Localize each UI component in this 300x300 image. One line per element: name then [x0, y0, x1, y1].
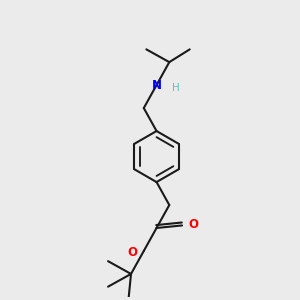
Text: O: O — [127, 246, 137, 259]
Text: O: O — [188, 218, 199, 231]
Text: N: N — [152, 79, 161, 92]
Text: H: H — [172, 82, 180, 93]
